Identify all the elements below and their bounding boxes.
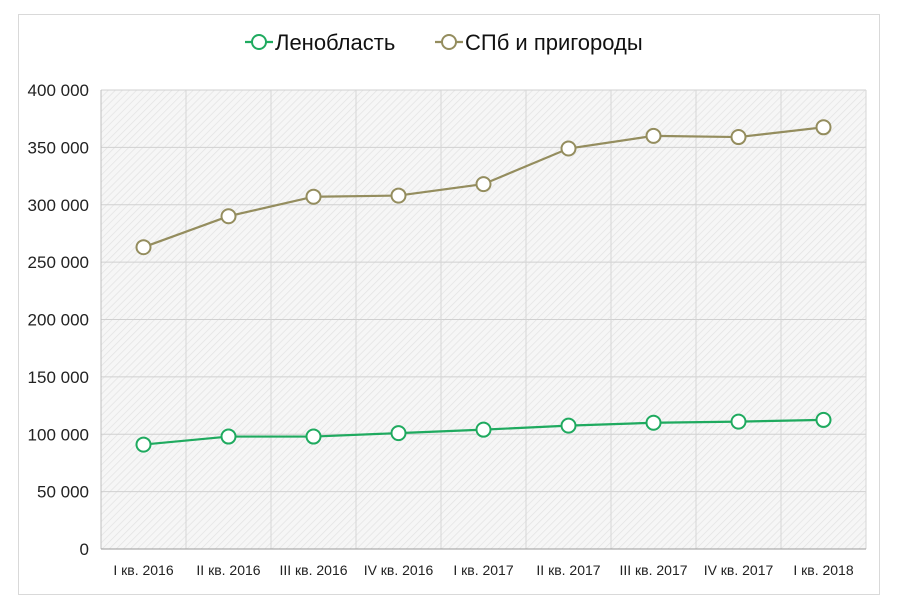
y-tick-label: 400 000 bbox=[28, 81, 89, 100]
data-point bbox=[560, 417, 577, 434]
y-tick-label: 50 000 bbox=[37, 483, 89, 502]
legend-swatch-marker bbox=[251, 34, 267, 50]
data-point bbox=[645, 127, 662, 144]
x-tick-label: IV кв. 2017 bbox=[704, 562, 774, 578]
legend-swatch-marker bbox=[441, 34, 457, 50]
x-tick-label: II кв. 2016 bbox=[196, 562, 260, 578]
data-point bbox=[135, 239, 152, 256]
y-tick-label: 200 000 bbox=[28, 311, 89, 330]
data-point bbox=[220, 208, 237, 225]
data-point bbox=[730, 129, 747, 146]
data-point bbox=[475, 421, 492, 438]
legend-label: Ленобласть bbox=[275, 30, 395, 55]
legend-label: СПб и пригороды bbox=[465, 30, 643, 55]
x-tick-label: IV кв. 2016 bbox=[364, 562, 434, 578]
data-point bbox=[475, 176, 492, 193]
data-point bbox=[135, 436, 152, 453]
data-point bbox=[220, 428, 237, 445]
data-point bbox=[390, 187, 407, 204]
data-point bbox=[645, 414, 662, 431]
y-tick-label: 150 000 bbox=[28, 368, 89, 387]
data-point bbox=[815, 119, 832, 136]
x-tick-label: I кв. 2018 bbox=[793, 562, 853, 578]
data-point bbox=[305, 428, 322, 445]
data-point bbox=[815, 411, 832, 428]
x-tick-label: III кв. 2016 bbox=[279, 562, 347, 578]
x-tick-label: I кв. 2017 bbox=[453, 562, 513, 578]
y-tick-label: 0 bbox=[80, 540, 89, 559]
x-tick-label: II кв. 2017 bbox=[536, 562, 600, 578]
data-point bbox=[390, 425, 407, 442]
x-tick-label: III кв. 2017 bbox=[619, 562, 687, 578]
data-point bbox=[305, 188, 322, 205]
x-tick-label: I кв. 2016 bbox=[113, 562, 173, 578]
y-tick-label: 250 000 bbox=[28, 253, 89, 272]
data-point bbox=[560, 140, 577, 157]
data-point bbox=[730, 413, 747, 430]
y-tick-label: 100 000 bbox=[28, 425, 89, 444]
y-tick-label: 300 000 bbox=[28, 196, 89, 215]
y-tick-label: 350 000 bbox=[28, 138, 89, 157]
